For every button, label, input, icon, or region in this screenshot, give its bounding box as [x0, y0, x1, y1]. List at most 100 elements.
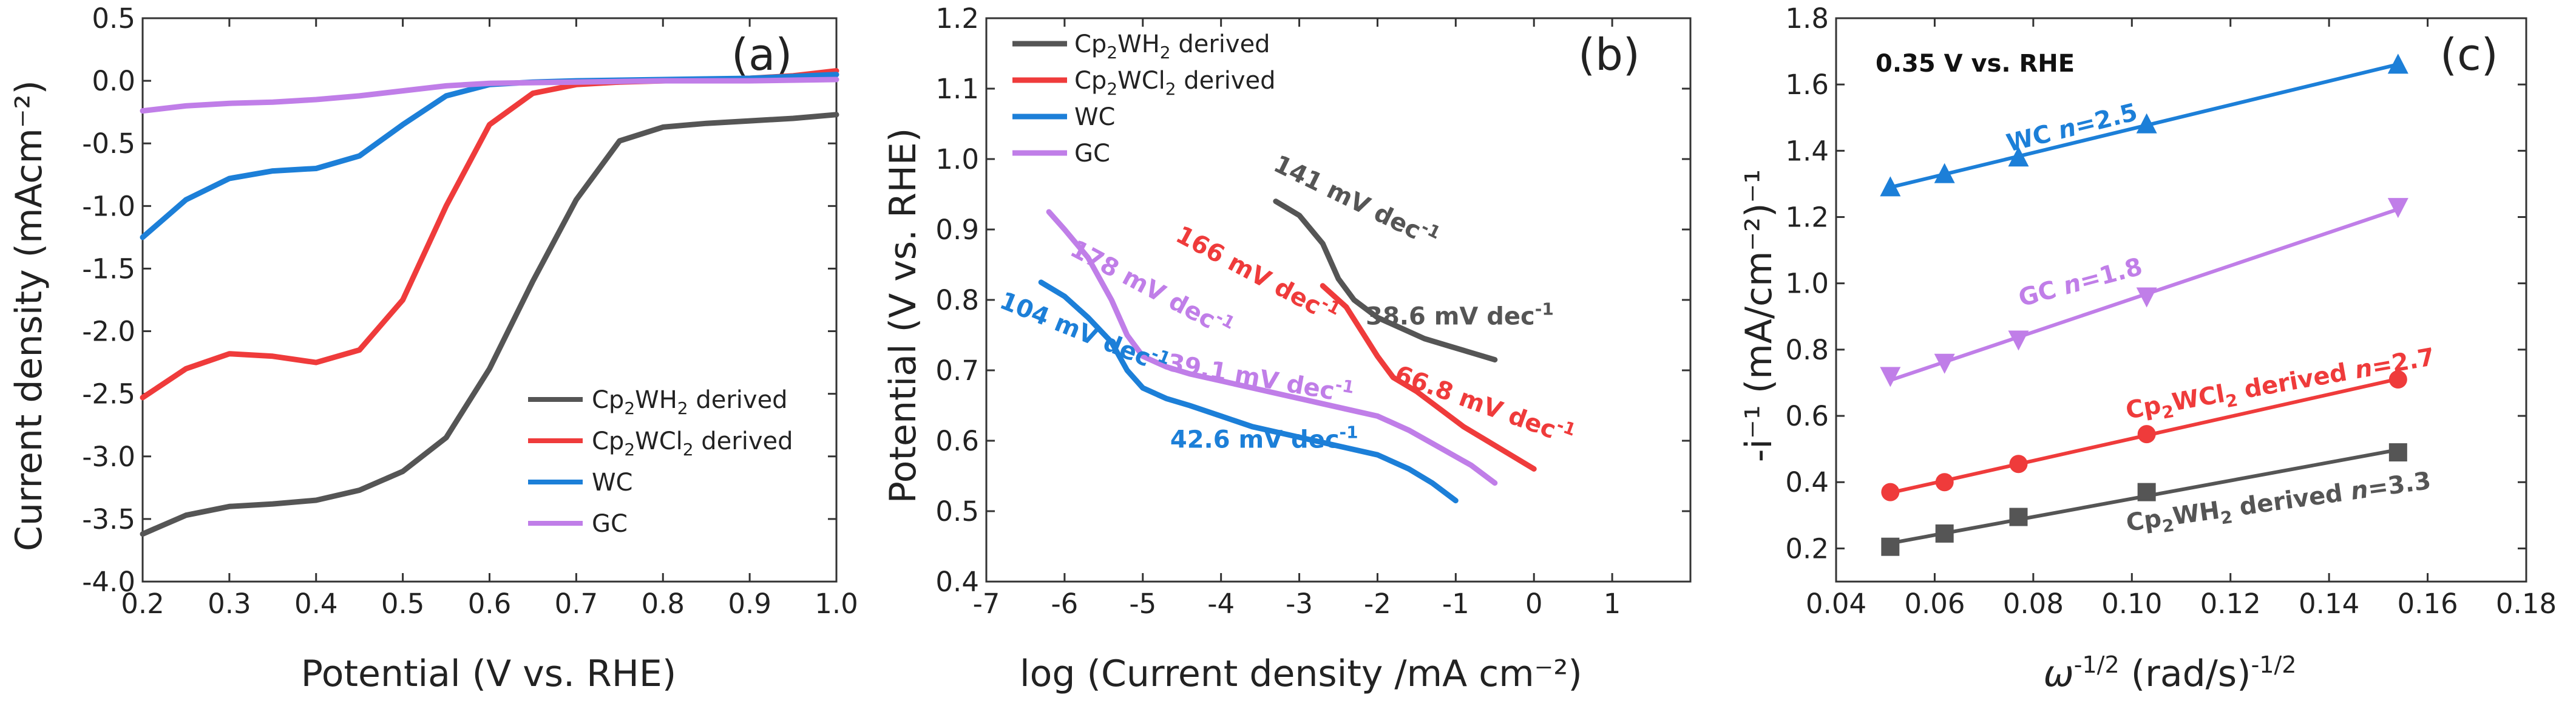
slope-annotation-text: 104 mV dec [996, 287, 1155, 372]
panel-a-x-axis-label: Potential (V vs. RHE) [301, 653, 677, 695]
panel-b-x-tick-label: -5 [1129, 588, 1156, 620]
panel-a-y-tick-label: 0.5 [92, 2, 135, 35]
panel-b-legend-label-part: WH [1117, 30, 1160, 58]
panel-a-legend-label-part: 2 [624, 398, 635, 418]
panel-b-x-tick-label: 1 [1604, 588, 1621, 620]
panel-c-series-label-n: n [2340, 475, 2370, 506]
panel-a-legend-label-part: GC [592, 510, 628, 538]
x-unit-exponent: -1/2 [2251, 651, 2297, 678]
panel-c-series-label-part: WC [2004, 120, 2053, 157]
panel-b-x-axis-label-text: log (Current density /mA cm⁻² [1020, 653, 1568, 695]
panel-b-series-cp-wcl-derived-line [1320, 283, 1537, 472]
panel-c-series-cp-wcl-derived-point [1935, 473, 1954, 492]
panel-b-x-axis-label-close: ) [1568, 653, 1582, 695]
panel-c-x-tick-label: 0.08 [2003, 588, 2064, 620]
slope-annotation-exponent: -1 [1334, 375, 1355, 398]
panel-b-x-axis-label: log (Current density /mA cm⁻²) [1020, 653, 1582, 695]
slope-annotation-text: 141 mV dec [1269, 150, 1425, 245]
panel-c-y-tick-label: 1.0 [1785, 268, 1829, 300]
panel-c-x-tick-label: 0.18 [2496, 588, 2557, 620]
panel-c-x-tick-label: 0.16 [2397, 588, 2458, 620]
slope-annotation-text: 42.6 mV dec [1170, 426, 1340, 454]
panel-a-x-tick-label: 0.3 [208, 588, 251, 620]
panel-c-x-axis-label: ω-1/2 (rad/s)-1/2 [2044, 651, 2297, 695]
panel-b-series-cp-wh-derived-line [1273, 199, 1498, 363]
slope-annotation-text: 39.1 mV dec [1165, 349, 1337, 406]
omega-exponent: -1/2 [2074, 651, 2120, 678]
panel-c-series-gc-point [2008, 330, 2029, 351]
panel-c-y-tick-label: 0.4 [1785, 466, 1829, 498]
panel-c-series-label: WC n=2.5 [2004, 98, 2140, 158]
slope-annotation: 38.6 mV dec-1 [1366, 299, 1554, 331]
panel-a-legend-label: Cp2WCl2 derived [592, 427, 793, 460]
panel-c-series-gc-point [1934, 353, 1955, 374]
panel-b-y-tick-label: 0.7 [935, 355, 979, 387]
panel-b-legend-label: WC [1074, 103, 1115, 131]
panel-b-series-gc-line [1046, 209, 1498, 486]
panel-c-y-tick-label: 0.6 [1785, 400, 1829, 432]
panel-a-x-tick-label: 0.8 [641, 588, 685, 620]
panel-a-legend-label: WC [592, 469, 632, 497]
panel-b-x-tick-label: 0 [1525, 588, 1543, 620]
panel-a-x-tick-label: 0.4 [294, 588, 338, 620]
panel-b-legend-label-part: 2 [1160, 42, 1171, 63]
panel-b-label: (b) [1578, 29, 1640, 80]
panel-b-legend-label: GC [1074, 140, 1110, 168]
panel-a-x-tick-label: 0.6 [468, 588, 512, 620]
panel-a-legend-label: GC [592, 510, 628, 538]
panel-a-y-tick-label: -0.5 [82, 127, 135, 160]
panel-a-legend-label-part: 2 [677, 398, 688, 418]
panel-c-x-tick-label: 0.06 [1904, 588, 1965, 620]
panel-a-legend-label-part: derived [688, 386, 788, 414]
panel-c-y-tick-label: 0.8 [1785, 334, 1829, 366]
panel-c-series-cp-wcl-derived-point [1881, 483, 1900, 501]
panel-c-series-wc-point [2387, 53, 2408, 74]
panel-c-series-gc-point [1880, 367, 1901, 387]
panel-c-series-cp-wcl-derived-point [2009, 455, 2028, 474]
omega-symbol: ω [2044, 653, 2074, 695]
panel-c-series-label-part: derived [2234, 358, 2349, 405]
panel-b-series-wc-line [1038, 279, 1459, 504]
panel-c-y-tick-label: 1.8 [1785, 2, 1829, 35]
panel-a-y-axis-label: Current density (mAcm⁻²) [8, 80, 50, 551]
panel-b-y-tick-label: 1.0 [935, 143, 979, 175]
panel-b-y-tick-label: 0.9 [935, 214, 979, 246]
panel-a-y-tick-label: -1.0 [82, 190, 135, 222]
panel-c-series-label-part: 2 [2219, 507, 2234, 528]
panel-c-y-tick-label: 1.4 [1785, 135, 1829, 167]
panel-b-y-tick-label: 0.5 [935, 495, 979, 528]
panel-a-x-tick-label: 0.5 [381, 588, 425, 620]
panel-c-series-label-part: WH [2171, 497, 2222, 531]
panel-a-y-tick-label: -2.5 [82, 378, 135, 410]
panel-c-series-wc-point [1934, 163, 1955, 183]
panel-a-y-tick-label: -1.5 [82, 253, 135, 285]
panel-b-y-tick-label: 0.6 [935, 425, 979, 457]
panel-c-series-label: Cp2WH2 derived n=3.3 [2124, 467, 2433, 542]
panel-c-series-cp-wh-derived-point [2137, 483, 2156, 501]
panel-c-series-label-part: GC [2016, 276, 2059, 313]
panel-a-y-tick-label: -4.0 [82, 566, 135, 598]
panel-c-x-tick-label: 0.10 [2101, 588, 2162, 620]
panel-a-legend-label: Cp2WH2 derived [592, 386, 788, 418]
panel-c-series-label: Cp2WCl2 derived n=2.7 [2124, 343, 2438, 429]
panel-b-legend-label-part: 2 [1107, 42, 1117, 63]
panel-c-series-wc-point [1880, 176, 1901, 197]
panel-c-series-cp-wcl-derived-point [2388, 370, 2407, 389]
panel-b-y-tick-label: 0.4 [935, 566, 979, 598]
panel-a-y-tick-label: 0.0 [92, 65, 135, 97]
panel-b-x-tick-label: -7 [973, 588, 1000, 620]
panel-b-x-tick-label: -3 [1286, 588, 1313, 620]
panel-b-legend-label: Cp2WH2 derived [1074, 30, 1270, 63]
panel-b-legend-label-part: WCl [1117, 67, 1165, 95]
panel-c-title: 0.35 V vs. RHE [1876, 50, 2075, 78]
panel-c-series-cp-wcl-derived-point [2137, 425, 2156, 444]
panel-c-series-gc-point [2387, 198, 2408, 219]
panel-b-legend-label-part: Cp [1074, 30, 1107, 58]
panel-c-series-cp-wh-derived-point [2009, 508, 2028, 526]
panel-b-y-axis-label: Potential (V vs. RHE) [882, 128, 924, 504]
panel-c-series-gc-point [2136, 287, 2157, 308]
panel-b-legend-label-part: 2 [1165, 79, 1176, 99]
panel-c-y-tick-label: 0.2 [1785, 532, 1829, 565]
panel-a-legend-label-part: WCl [635, 427, 683, 455]
